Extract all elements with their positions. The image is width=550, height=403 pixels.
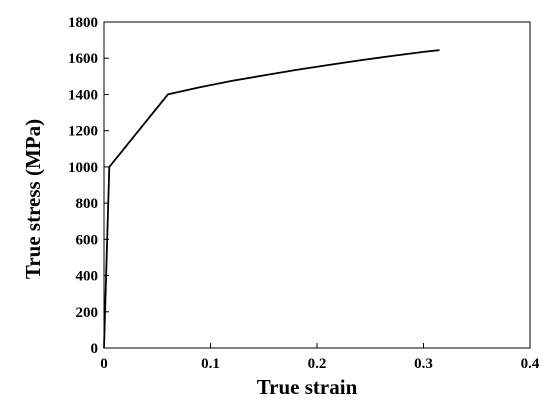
plot-area-frame <box>103 21 531 349</box>
x-axis-title: True strain <box>257 375 358 399</box>
x-tick-label: 0 <box>100 356 108 372</box>
y-tick-label: 1400 <box>68 87 98 103</box>
series-line <box>103 49 440 349</box>
series-group <box>103 49 440 349</box>
y-tick-label: 1000 <box>68 160 98 176</box>
y-tick-label: 800 <box>76 196 99 212</box>
y-tick-label: 1600 <box>68 51 98 67</box>
x-tick-label: 0.1 <box>201 356 220 372</box>
y-tick-label: 1200 <box>68 124 98 140</box>
y-tick-label: 400 <box>76 269 99 285</box>
x-tick-label: 0.3 <box>414 356 433 372</box>
y-tick-label: 1800 <box>68 15 98 31</box>
y-axis-ticks: 0 200 400 600 800 1000 1200 1400 1600 1800 <box>68 15 109 357</box>
x-tick-label: 0.4 <box>521 356 540 372</box>
y-tick-label: 200 <box>76 305 99 321</box>
y-tick-label: 0 <box>91 341 99 357</box>
y-tick-label: 600 <box>76 232 99 248</box>
x-axis-ticks: 0 0.1 0.2 0.3 0.4 <box>100 343 540 372</box>
x-tick-label: 0.2 <box>308 356 327 372</box>
y-axis-title: True stress (MPa) <box>21 119 45 279</box>
